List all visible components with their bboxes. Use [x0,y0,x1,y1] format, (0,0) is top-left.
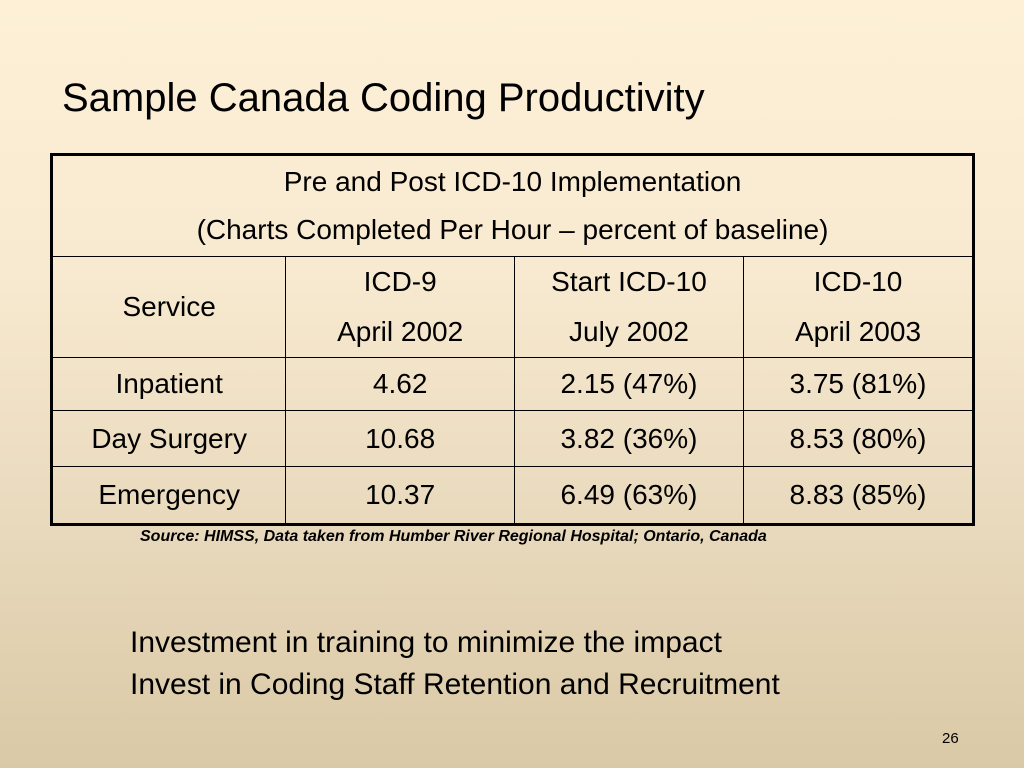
cell-service: Day Surgery [50,410,287,467]
cell-start-icd10: 3.82 (36%) [513,410,744,467]
bullet-list: Investment in training to minimize the i… [130,622,780,706]
table-header-row: Service ICD-9 April 2002 Start ICD-10 Ju… [50,256,975,358]
header-start-icd10-date: July 2002 [569,316,689,347]
cell-icd10: 3.75 (81%) [742,357,975,411]
cell-service: Inpatient [50,357,287,411]
table-caption-row: Pre and Post ICD-10 Implementation (Char… [51,154,974,257]
source-note: Source: HIMSS, Data taken from Humber Ri… [140,528,767,545]
header-icd9-date: April 2002 [337,316,464,347]
header-service-label: Service [122,291,216,322]
header-icd9-label: ICD-9 [363,266,437,297]
cell-icd10: 8.83 (85%) [742,466,975,525]
cell-icd10: 8.53 (80%) [742,410,975,467]
bullet-item: Invest in Coding Staff Retention and Rec… [130,668,780,701]
header-icd10-date: April 2003 [794,316,922,347]
cell-icd9: 4.62 [285,357,515,411]
table-row: Inpatient 4.62 2.15 (47%) 3.75 (81%) [50,357,975,411]
header-icd10: ICD-10 April 2003 [742,256,975,358]
table-row: Day Surgery 10.68 3.82 (36%) 8.53 (80%) [50,410,975,467]
slide-title: Sample Canada Coding Productivity [62,76,705,120]
header-start-icd10-label: Start ICD-10 [551,266,707,297]
cell-start-icd10: 2.15 (47%) [513,357,744,411]
table-row: Emergency 10.37 6.49 (63%) 8.83 (85%) [50,466,975,525]
cell-start-icd10: 6.49 (63%) [513,466,744,525]
table-caption-line-1: Pre and Post ICD-10 Implementation [283,166,742,197]
bullet-item: Investment in training to minimize the i… [130,626,722,659]
header-icd9: ICD-9 April 2002 [285,256,515,358]
header-icd10-label: ICD-10 [813,266,903,297]
cell-icd9: 10.68 [285,410,515,467]
page-number: 26 [942,730,959,747]
cell-icd9: 10.37 [285,466,515,525]
productivity-table: Pre and Post ICD-10 Implementation (Char… [50,153,975,526]
header-start-icd10: Start ICD-10 July 2002 [513,256,744,358]
header-service: Service [50,256,287,358]
table-caption-line-2: (Charts Completed Per Hour – percent of … [196,214,829,245]
table-caption: Pre and Post ICD-10 Implementation (Char… [51,154,974,257]
cell-service: Emergency [50,466,287,525]
